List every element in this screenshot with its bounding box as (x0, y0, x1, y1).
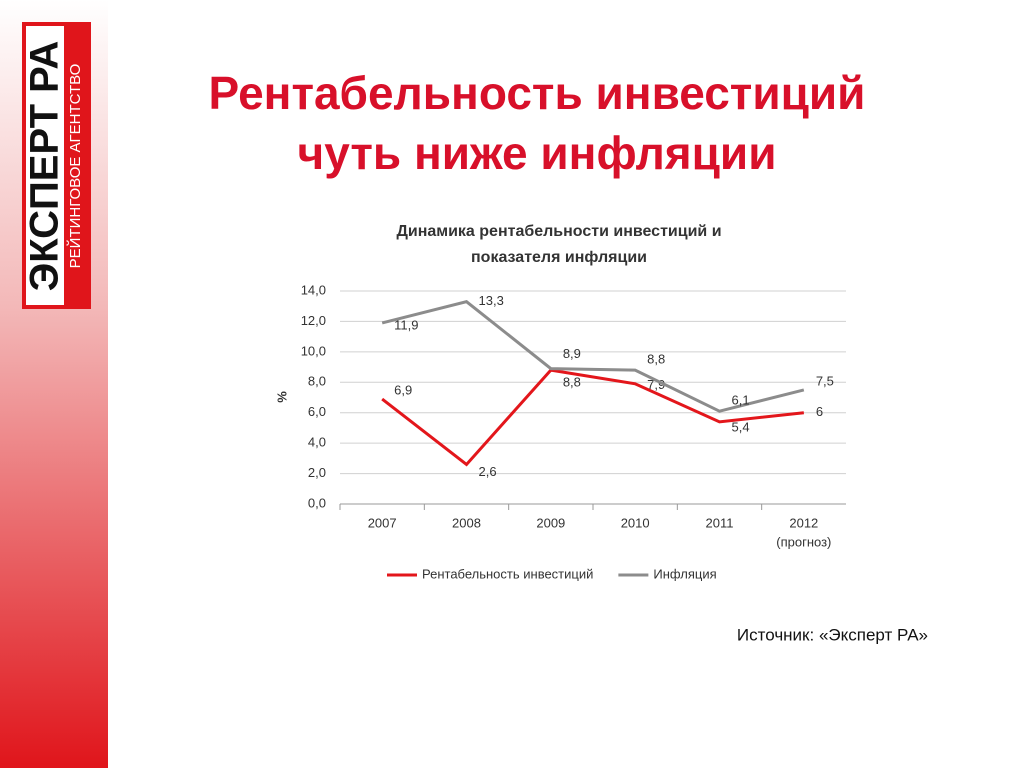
value-label: 8,9 (563, 346, 581, 361)
y-tick-label: 4,0 (308, 435, 326, 450)
y-tick-label: 10,0 (301, 343, 326, 358)
chart-title: Динамика рентабельности инвестиций и (396, 223, 721, 240)
y-tick-label: 8,0 (308, 374, 326, 389)
value-label: 5,4 (732, 419, 750, 434)
legend-label: Инфляция (653, 566, 716, 581)
x-tick-label: 2009 (536, 515, 565, 530)
x-tick-label: 2007 (368, 515, 397, 530)
value-label: 6 (816, 404, 823, 419)
series-line (381, 368, 804, 467)
logo-tagline: РЕЙТИНГОВОЕ АГЕНТСТВО (66, 64, 84, 269)
legend-label: Рентабельность инвестиций (422, 566, 593, 581)
x-tick-label: 2008 (452, 515, 481, 530)
logo-inner (26, 26, 64, 305)
y-tick-label: 12,0 (301, 313, 326, 328)
slide-title: Рентабельность инвестиций (209, 67, 866, 119)
y-axis-label: % (274, 391, 289, 403)
value-label: 8,8 (563, 375, 581, 390)
y-tick-label: 6,0 (308, 404, 326, 419)
value-label: 8,8 (647, 352, 665, 367)
chart-title: показателя инфляции (471, 249, 647, 266)
x-tick-label: 2011 (706, 515, 734, 530)
series-line (381, 300, 805, 413)
y-tick-label: 2,0 (308, 465, 326, 480)
value-label: 6,1 (732, 393, 750, 408)
annotation: (прогноз) (776, 534, 831, 549)
source: Источник: «Эксперт РА» (737, 625, 928, 644)
value-label: 13,3 (479, 293, 504, 308)
y-tick-label: 14,0 (301, 282, 326, 297)
value-label: 11,9 (394, 317, 418, 332)
logo-name: ЭКСПЕРТ РА (23, 41, 67, 291)
value-label: 2,6 (479, 464, 497, 479)
x-tick-label: 2012 (789, 515, 818, 530)
y-tick-label: 0,0 (308, 495, 326, 510)
x-tick-label: 2010 (621, 515, 650, 530)
value-label: 6,9 (394, 382, 412, 397)
slide-title: чуть ниже инфляции (298, 127, 777, 179)
value-label: 7,5 (816, 373, 834, 388)
